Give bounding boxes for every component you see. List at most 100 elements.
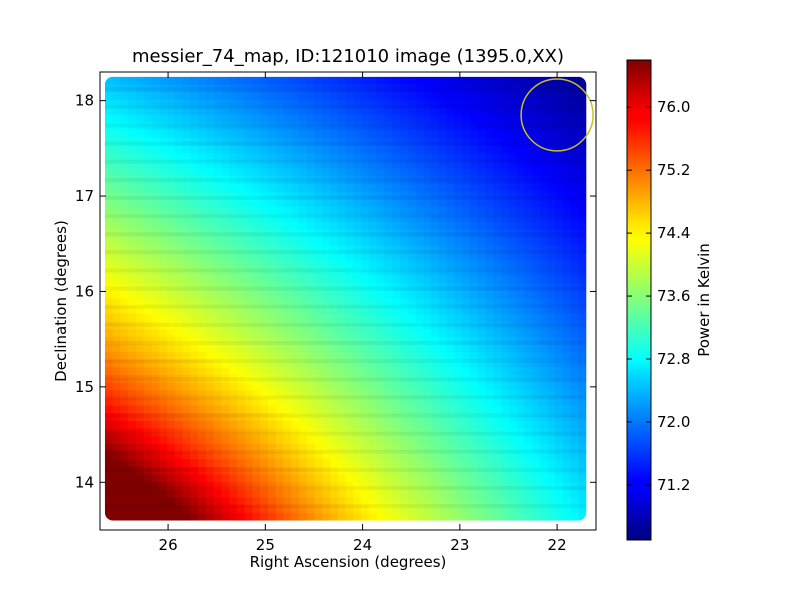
- heatmap-cell: [578, 390, 587, 399]
- heatmap-cell: [267, 214, 277, 223]
- heatmap-cell: [236, 191, 246, 200]
- heatmap-cell: [368, 115, 378, 124]
- heatmap-cell: [275, 459, 285, 468]
- heatmap-cell: [539, 359, 549, 369]
- heatmap-cell: [508, 168, 517, 177]
- heatmap-cell: [430, 329, 440, 338]
- heatmap-cell: [555, 375, 564, 384]
- heatmap-cell: [562, 436, 572, 445]
- heatmap-cell: [159, 92, 168, 101]
- heatmap-cell: [283, 512, 292, 521]
- heatmap-cell: [275, 405, 285, 414]
- heatmap-cell: [485, 245, 494, 254]
- heatmap-cell: [345, 183, 354, 193]
- heatmap-cell: [493, 489, 502, 499]
- heatmap-cell: [190, 352, 199, 361]
- heatmap-cell: [112, 107, 121, 116]
- heatmap-cell: [174, 359, 184, 369]
- heatmap-cell: [555, 413, 564, 422]
- heatmap-cell: [384, 237, 393, 246]
- heatmap-cell: [267, 375, 277, 384]
- heatmap-cell: [539, 191, 549, 200]
- heatmap-cell: [578, 359, 587, 369]
- heatmap-cell: [229, 107, 238, 116]
- heatmap-cell: [423, 352, 432, 361]
- heatmap-cell: [291, 451, 300, 460]
- heatmap-cell: [104, 99, 114, 108]
- heatmap-cell: [198, 199, 207, 208]
- heatmap-cell: [562, 99, 572, 108]
- heatmap-cell: [236, 160, 246, 170]
- heatmap-cell: [166, 489, 176, 499]
- heatmap-cell: [143, 466, 153, 476]
- heatmap-cell: [244, 428, 253, 437]
- heatmap-cell: [462, 122, 471, 131]
- heatmap-cell: [159, 229, 168, 239]
- heatmap-cell: [516, 260, 525, 269]
- heatmap-cell: [104, 313, 114, 323]
- heatmap-cell: [306, 336, 316, 346]
- heatmap-cell: [578, 214, 587, 223]
- heatmap-cell: [283, 321, 292, 330]
- heatmap-cell: [260, 352, 269, 361]
- heatmap-cell: [477, 474, 486, 483]
- heatmap-cell: [267, 466, 277, 476]
- heatmap-cell: [337, 76, 347, 86]
- heatmap-cell: [454, 344, 463, 353]
- heatmap-cell: [135, 367, 145, 376]
- heatmap-cell: [415, 298, 424, 307]
- heatmap-cell: [143, 436, 153, 445]
- heatmap-cell: [392, 99, 401, 108]
- heatmap-cell: [562, 313, 572, 323]
- heatmap-cell: [516, 237, 525, 246]
- heatmap-cell: [430, 482, 440, 491]
- heatmap-cell: [174, 459, 184, 468]
- heatmap-cell: [244, 413, 253, 422]
- heatmap-cell: [376, 99, 385, 108]
- heatmap-cell: [524, 268, 533, 277]
- heatmap-cell: [423, 382, 432, 392]
- heatmap-cell: [399, 306, 409, 315]
- heatmap-cell: [120, 237, 129, 246]
- heatmap-cell: [524, 122, 533, 131]
- heatmap-cell: [477, 375, 486, 384]
- heatmap-cell: [283, 145, 292, 154]
- heatmap-cell: [104, 214, 114, 223]
- heatmap-cell: [283, 84, 292, 93]
- heatmap-cell: [392, 214, 401, 223]
- heatmap-cell: [361, 84, 370, 93]
- heatmap-cell: [306, 497, 316, 506]
- heatmap-cell: [104, 115, 114, 124]
- heatmap-cell: [524, 199, 533, 208]
- heatmap-cell: [314, 344, 323, 353]
- heatmap-cell: [500, 214, 510, 223]
- heatmap-cell: [244, 245, 253, 254]
- heatmap-cell: [469, 451, 479, 460]
- heatmap-cell: [213, 413, 222, 422]
- colorbar-tick-label: 72.8: [657, 350, 690, 368]
- heatmap-cell: [508, 505, 517, 514]
- heatmap-cell: [330, 191, 339, 200]
- heatmap-cell: [384, 99, 393, 108]
- heatmap-cell: [384, 497, 393, 506]
- heatmap-cell: [221, 76, 230, 86]
- colorbar-tick-label: 72.0: [657, 413, 690, 431]
- heatmap-cell: [298, 222, 308, 231]
- heatmap-cell: [423, 245, 432, 254]
- heatmap-cell: [252, 176, 261, 185]
- heatmap-cell: [539, 222, 549, 231]
- heatmap-cell: [135, 245, 145, 254]
- heatmap-cell: [221, 252, 230, 261]
- heatmap-cell: [376, 214, 385, 223]
- heatmap-cell: [213, 382, 222, 392]
- heatmap-cell: [260, 428, 269, 437]
- heatmap-cell: [314, 474, 323, 483]
- heatmap-cell: [368, 222, 378, 231]
- heatmap-cell: [516, 428, 525, 437]
- heatmap-cell: [430, 344, 440, 353]
- heatmap-cell: [368, 168, 378, 177]
- heatmap-cell: [330, 367, 339, 376]
- heatmap-cell: [135, 260, 145, 269]
- heatmap-cell: [104, 84, 114, 93]
- heatmap-cell: [143, 137, 153, 147]
